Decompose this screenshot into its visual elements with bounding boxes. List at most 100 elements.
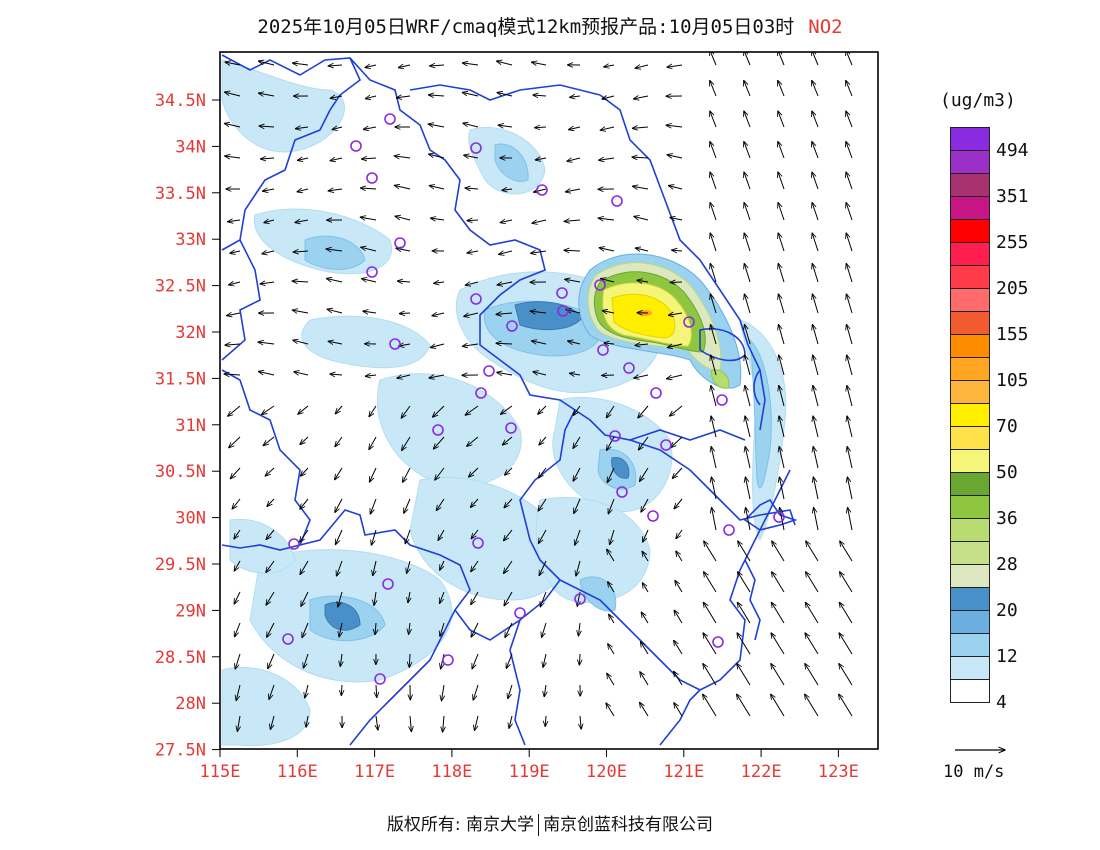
wind-arrow [471, 622, 479, 637]
wind-arrow [745, 386, 751, 407]
wind-arrow [579, 653, 580, 665]
wind-arrow [634, 375, 649, 378]
wind-arrow [771, 633, 785, 655]
wind-arrow [637, 280, 649, 282]
wind-arrow [262, 405, 275, 415]
station-marker [366, 266, 378, 278]
wind-arrow [232, 498, 241, 509]
wind-arrow [574, 498, 581, 513]
wind-arrow [429, 154, 445, 159]
wind-arrow [779, 386, 785, 407]
wind-arrow [338, 591, 343, 607]
legend-label: 12 [996, 646, 1018, 667]
wind-arrow [230, 251, 241, 253]
wind-arrow [376, 715, 378, 730]
wind-arrow [805, 602, 819, 624]
wind-arrow [703, 694, 717, 717]
legend-label: 28 [996, 554, 1018, 575]
wind-arrow [608, 498, 615, 514]
wind-arrow [847, 386, 853, 407]
wind-arrow [428, 124, 445, 127]
wind-arrow [462, 63, 479, 65]
wind-arrow [674, 641, 683, 655]
wind-arrow [711, 386, 717, 407]
wind-arrow [261, 158, 275, 159]
company-text: 南京创蓝科技有限公司 [543, 815, 714, 835]
legend-swatch [950, 265, 990, 288]
wind-arrow [376, 684, 377, 697]
wind-arrow [259, 61, 275, 66]
wind-arrow [298, 158, 309, 160]
wind-arrow [813, 477, 819, 500]
wind-arrow [846, 233, 853, 252]
wind-arrow [643, 529, 649, 542]
wind-arrow [306, 715, 308, 727]
wind-arrow [234, 529, 241, 539]
lon-tick-label: 119E [509, 762, 550, 782]
wind-arrow [737, 602, 751, 624]
wind-arrow [395, 216, 411, 221]
wind-arrow [229, 282, 241, 285]
wind-arrow [335, 498, 343, 512]
wind-arrow [846, 203, 853, 221]
station-marker [716, 394, 728, 406]
wind-arrow [410, 715, 411, 732]
wind-arrow [745, 416, 751, 438]
wind-arrow [738, 541, 751, 562]
legend-label: 494 [996, 140, 1029, 161]
color-legend [950, 127, 990, 703]
wind-arrow [778, 81, 785, 97]
station-marker [470, 293, 482, 305]
wind-arrow [666, 125, 683, 127]
wind-arrow [471, 529, 479, 539]
wind-arrow [531, 251, 547, 253]
wind-arrow [703, 664, 717, 686]
wind-arrow [710, 233, 717, 252]
wind-arrow [711, 477, 717, 500]
legend-swatch [950, 495, 990, 518]
wind-arrow [710, 81, 717, 97]
station-marker [514, 607, 526, 619]
wind-arrow [640, 467, 649, 481]
wind-arrow [779, 416, 785, 438]
wind-arrow [300, 560, 309, 574]
legend-swatch [950, 449, 990, 472]
wind-arrow [335, 467, 343, 480]
wind-arrow [676, 551, 683, 562]
wind-arrow [293, 251, 309, 252]
wind-arrow [779, 447, 785, 469]
station-marker [442, 654, 454, 666]
wind-arrow [394, 185, 411, 190]
legend-swatch [950, 127, 990, 150]
wind-arrow [711, 416, 717, 438]
wind-arrow [467, 436, 479, 446]
wind-arrow [805, 664, 819, 686]
station-marker [374, 673, 386, 685]
wind-arrow [640, 702, 649, 717]
wind-arrow [632, 157, 649, 158]
station-marker [597, 344, 609, 356]
wind-arrow [234, 560, 241, 571]
wind-arrow [429, 375, 445, 378]
wind-arrow [635, 248, 649, 251]
wind-arrow [565, 279, 581, 282]
wind-arrow [235, 622, 241, 637]
wind-arrow [259, 372, 275, 376]
wind-arrow [846, 264, 853, 283]
wind-arrow [504, 560, 513, 573]
wind-arrow [602, 96, 615, 99]
wind-arrow [469, 467, 479, 477]
wind-arrow [568, 341, 581, 344]
wind-arrow [475, 715, 479, 730]
wind-arrow [429, 95, 445, 96]
wind-arrow [675, 581, 683, 593]
wind-arrow [564, 250, 581, 251]
lat-tick-label: 33.5N [155, 184, 206, 204]
wind-arrow [496, 313, 513, 314]
legend-label: 205 [996, 278, 1029, 299]
wind-arrow [266, 529, 275, 539]
wind-arrow [745, 477, 751, 500]
wind-arrow [258, 342, 275, 344]
wind-arrow [634, 96, 649, 99]
wind-arrow [846, 81, 853, 97]
